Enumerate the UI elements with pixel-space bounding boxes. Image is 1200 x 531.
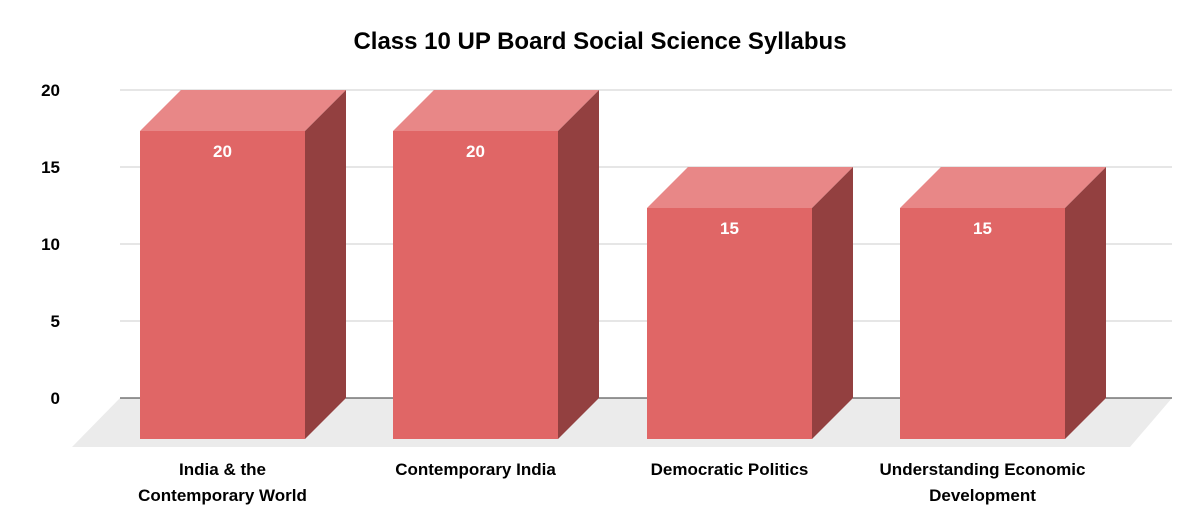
- bar: [393, 131, 558, 439]
- data-label: 15: [973, 219, 992, 238]
- x-category-label: Contemporary India: [395, 460, 556, 479]
- data-label: 15: [720, 219, 739, 238]
- bar-side: [1065, 167, 1106, 439]
- y-tick-label: 5: [51, 312, 60, 331]
- x-category-label: Understanding Economic: [880, 460, 1086, 479]
- bar-side: [812, 167, 853, 439]
- bar-top: [647, 167, 853, 208]
- y-tick-label: 20: [41, 81, 60, 100]
- floor: [72, 398, 1172, 447]
- bar-side: [305, 90, 346, 439]
- bar: [647, 208, 812, 439]
- y-tick-label: 0: [51, 389, 60, 408]
- data-label: 20: [466, 142, 485, 161]
- x-category-label: Contemporary World: [138, 486, 307, 505]
- y-tick-label: 15: [41, 158, 60, 177]
- bar-side: [558, 90, 599, 439]
- x-category-label: Democratic Politics: [651, 460, 809, 479]
- y-tick-label: 10: [41, 235, 60, 254]
- data-label: 20: [213, 142, 232, 161]
- bar: [140, 131, 305, 439]
- bar: [900, 208, 1065, 439]
- x-category-label: Development: [929, 486, 1036, 505]
- chart-title: Class 10 UP Board Social Science Syllabu…: [353, 28, 847, 55]
- bar-top: [393, 90, 599, 131]
- x-category-label: India & the: [179, 460, 266, 479]
- bar-top: [900, 167, 1106, 208]
- bar-top: [140, 90, 346, 131]
